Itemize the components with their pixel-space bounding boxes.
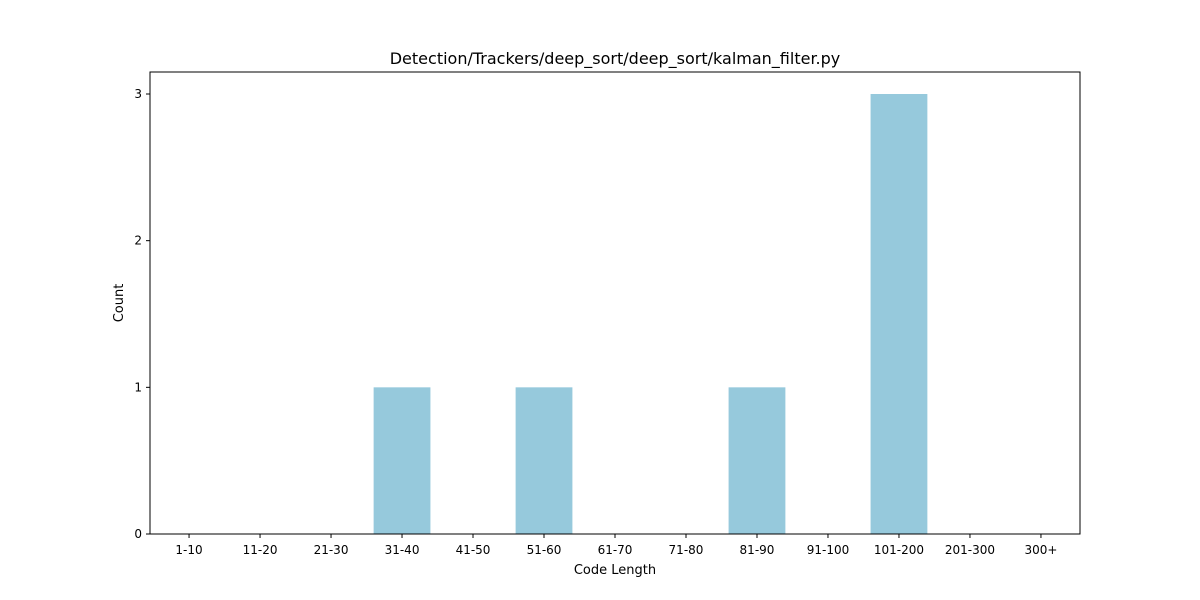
y-axis: 0 1 2 3 [134, 87, 150, 541]
x-tick-label: 51-60 [527, 543, 562, 557]
x-tick-label: 81-90 [740, 543, 775, 557]
bar-51-60 [515, 387, 573, 534]
x-tick-label: 201-300 [945, 543, 995, 557]
y-tick-label: 0 [134, 527, 142, 541]
bar-101-200 [870, 94, 928, 534]
x-tick-label: 71-80 [669, 543, 704, 557]
bars-layer [373, 94, 928, 534]
plot-frame [149, 71, 1081, 535]
x-tick-label: 300+ [1024, 543, 1057, 557]
y-tick-label: 1 [134, 380, 142, 394]
chart-title: Detection/Trackers/deep_sort/deep_sort/k… [390, 49, 841, 69]
y-tick-label: 2 [134, 234, 142, 248]
y-axis-title: Count [112, 284, 127, 323]
x-tick-label: 101-200 [874, 543, 924, 557]
bar-31-40 [373, 387, 431, 534]
x-tick-label: 31-40 [385, 543, 420, 557]
bar-81-90 [728, 387, 786, 534]
x-axis-title: Code Length [574, 563, 656, 578]
x-tick-label: 1-10 [175, 543, 202, 557]
x-tick-label: 21-30 [314, 543, 349, 557]
x-tick-label: 41-50 [456, 543, 491, 557]
x-tick-label: 61-70 [598, 543, 633, 557]
x-tick-label: 11-20 [243, 543, 278, 557]
x-axis: 1-10 11-20 21-30 31-40 41-50 51-60 61-70 71-80 8… [175, 534, 1057, 557]
x-tick-label: 91-100 [807, 543, 850, 557]
y-tick-label: 3 [134, 87, 142, 101]
